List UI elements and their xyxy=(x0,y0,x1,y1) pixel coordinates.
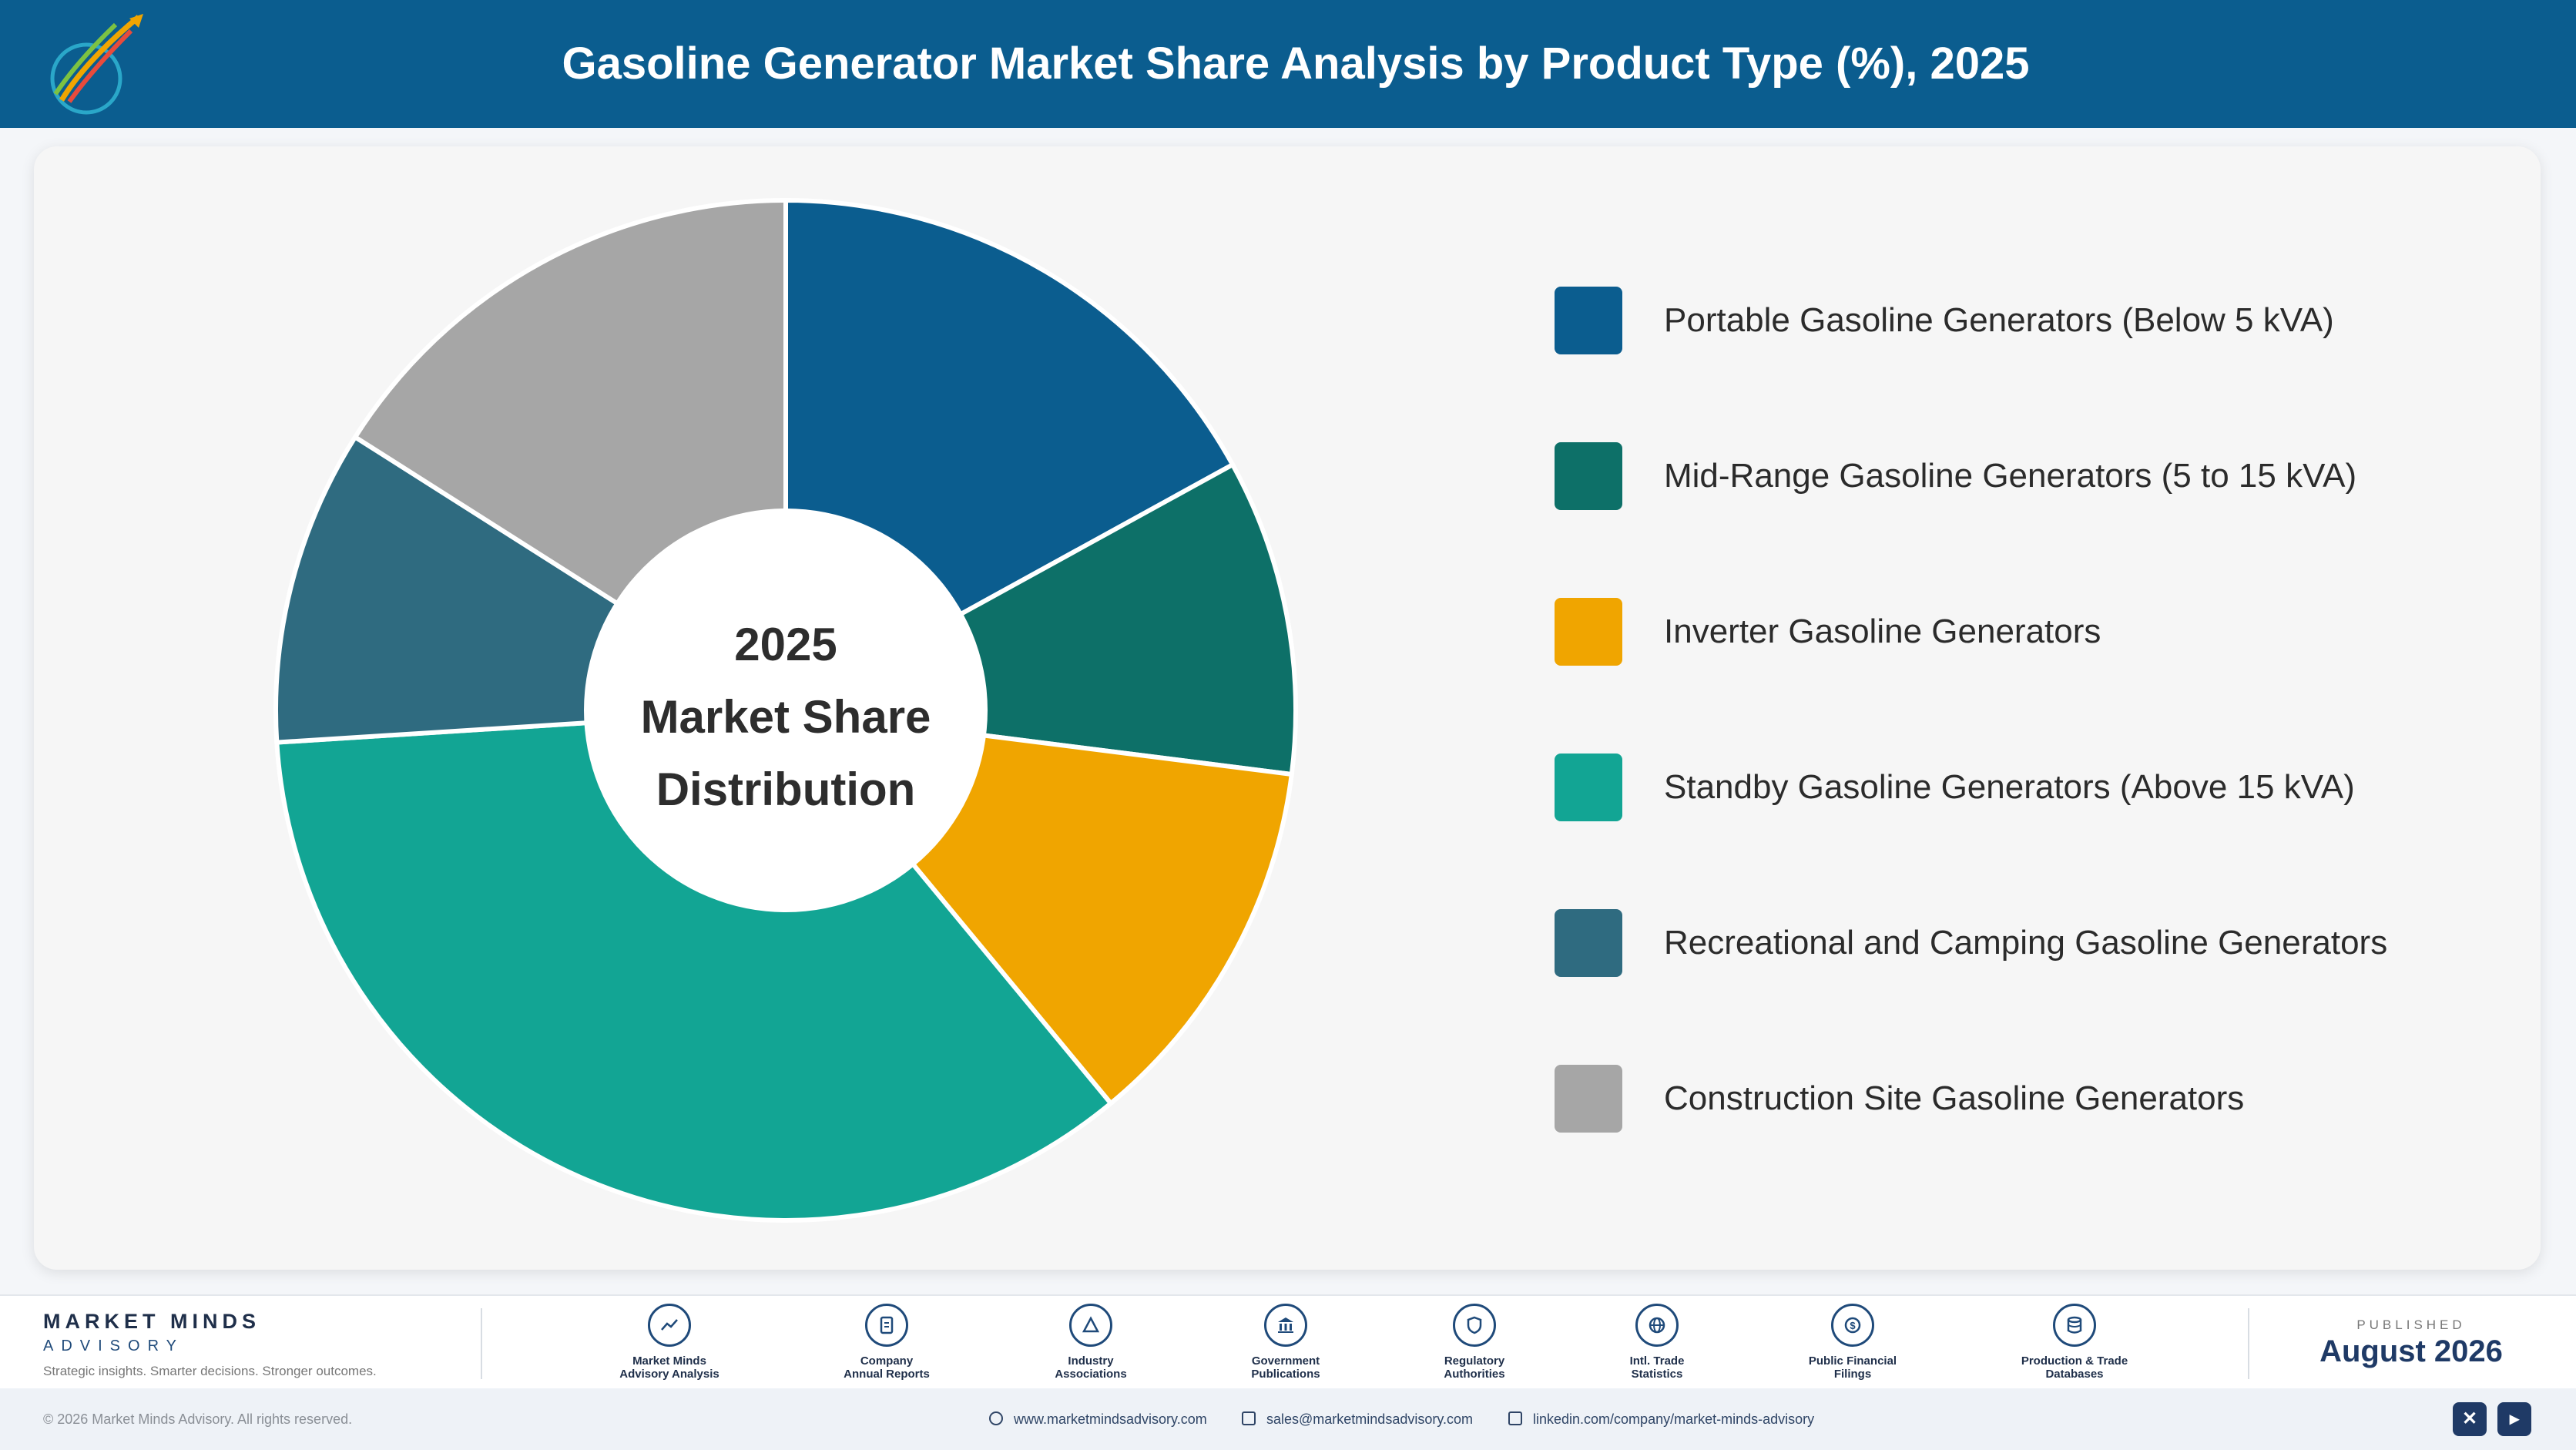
center-line-2: Market Share xyxy=(640,691,931,743)
linkedin-link[interactable]: linkedin.com/company/market-minds-adviso… xyxy=(1508,1388,1814,1450)
source-market-minds: Market Minds Advisory Analysis xyxy=(589,1304,750,1381)
published-label: PUBLISHED xyxy=(2356,1317,2466,1332)
source-label: Filings xyxy=(1833,1368,1872,1381)
pie-slice xyxy=(274,707,1115,1223)
source-label: Annual Reports xyxy=(844,1368,930,1381)
document-icon xyxy=(865,1304,908,1347)
legend-swatch xyxy=(1555,442,1622,510)
source-label: Advisory Analysis xyxy=(619,1368,719,1381)
source-production-databases: Production & Trade Databases xyxy=(1994,1304,2155,1381)
youtube-icon[interactable]: ▸ xyxy=(2497,1402,2531,1436)
building-icon xyxy=(1264,1304,1307,1347)
linkedin-icon xyxy=(1508,1411,1522,1426)
copyright-text: © 2026 Market Minds Advisory. All rights… xyxy=(43,1411,353,1427)
source-label: Intl. Trade xyxy=(1629,1354,1685,1368)
donut-hole xyxy=(584,509,988,912)
page-title: Gasoline Generator Market Share Analysis… xyxy=(562,39,2030,89)
legend-swatch xyxy=(1555,598,1622,666)
source-company-reports: Company Annual Reports xyxy=(806,1304,968,1381)
brand-tagline: Strategic insights. Smarter decisions. S… xyxy=(43,1364,377,1378)
divider xyxy=(481,1308,482,1379)
database-icon xyxy=(2053,1304,2096,1347)
source-label: Regulatory xyxy=(1444,1354,1505,1368)
source-label: Authorities xyxy=(1444,1368,1505,1381)
legend-item: Construction Site Gasoline Generators xyxy=(1555,1065,2479,1133)
brand-name: MARKET MINDS xyxy=(43,1310,260,1333)
legend-label: Construction Site Gasoline Generators xyxy=(1664,1079,2245,1117)
legend-swatch xyxy=(1555,754,1622,821)
x-social-icon[interactable]: ✕ xyxy=(2453,1402,2487,1436)
legend-item: Mid-Range Gasoline Generators (5 to 15 k… xyxy=(1555,442,2479,510)
website-text[interactable]: www.marketmindsadvisory.com xyxy=(1014,1411,1207,1427)
legend-swatch xyxy=(1555,287,1622,354)
divider xyxy=(2248,1308,2249,1379)
source-label: Production & Trade xyxy=(2021,1354,2128,1368)
legend-item: Recreational and Camping Gasoline Genera… xyxy=(1555,909,2479,977)
source-regulatory-authorities: Regulatory Authorities xyxy=(1394,1304,1555,1381)
svg-text:$: $ xyxy=(1850,1320,1856,1331)
source-label: Government xyxy=(1251,1354,1320,1368)
source-label: Public Financial xyxy=(1808,1354,1897,1368)
source-public-filings: $ Public Financial Filings xyxy=(1772,1304,1934,1381)
email-text[interactable]: sales@marketmindsadvisory.com xyxy=(1266,1411,1474,1427)
legend-label: Portable Gasoline Generators (Below 5 kV… xyxy=(1664,301,2334,339)
center-year: 2025 xyxy=(734,619,837,670)
brand-subtitle: ADVISORY xyxy=(43,1338,184,1354)
legend-item: Inverter Gasoline Generators xyxy=(1555,598,2479,666)
legend-label: Recreational and Camping Gasoline Genera… xyxy=(1664,924,2388,962)
header-bar: Gasoline Generator Market Share Analysis… xyxy=(0,0,2576,128)
legend-label: Mid-Range Gasoline Generators (5 to 15 k… xyxy=(1664,457,2357,495)
source-government-publications: Government Publications xyxy=(1205,1304,1367,1381)
network-icon xyxy=(1069,1304,1112,1347)
legend-swatch xyxy=(1555,909,1622,977)
legend-item: Portable Gasoline Generators (Below 5 kV… xyxy=(1555,287,2479,354)
shield-icon xyxy=(1453,1304,1496,1347)
chart-line-icon xyxy=(648,1304,691,1347)
linkedin-text[interactable]: linkedin.com/company/market-minds-adviso… xyxy=(1533,1411,1815,1427)
legend-swatch xyxy=(1555,1065,1622,1133)
legend-label: Inverter Gasoline Generators xyxy=(1664,613,2101,650)
source-label: Publications xyxy=(1251,1368,1320,1381)
mail-icon xyxy=(1242,1411,1256,1426)
chart-center-label: 2025 Market Share Distribution xyxy=(585,609,986,826)
email-link[interactable]: sales@marketmindsadvisory.com xyxy=(1242,1388,1473,1450)
center-line-3: Distribution xyxy=(656,764,916,815)
source-intl-trade: Intl. Trade Statistics xyxy=(1576,1304,1738,1381)
source-industry-associations: Industry Associations xyxy=(1010,1304,1172,1381)
source-label: Industry xyxy=(1068,1354,1114,1368)
source-label: Market Minds xyxy=(632,1354,706,1368)
published-date: August 2026 xyxy=(2319,1334,2503,1368)
company-logo xyxy=(50,14,143,115)
globe-icon xyxy=(1635,1304,1679,1347)
source-label: Databases xyxy=(2045,1368,2104,1381)
source-label: Associations xyxy=(1055,1368,1127,1381)
dollar-icon: $ xyxy=(1831,1304,1874,1347)
source-label: Statistics xyxy=(1631,1368,1683,1381)
legend-label: Standby Gasoline Generators (Above 15 kV… xyxy=(1664,768,2355,806)
website-link[interactable]: www.marketmindsadvisory.com xyxy=(989,1388,1207,1450)
bottom-bar: © 2026 Market Minds Advisory. All rights… xyxy=(0,1388,2576,1450)
legend-item: Standby Gasoline Generators (Above 15 kV… xyxy=(1555,754,2479,821)
footer: MARKET MINDS ADVISORY Strategic insights… xyxy=(0,1294,2576,1388)
source-label: Company xyxy=(860,1354,914,1368)
globe-icon xyxy=(989,1411,1003,1426)
